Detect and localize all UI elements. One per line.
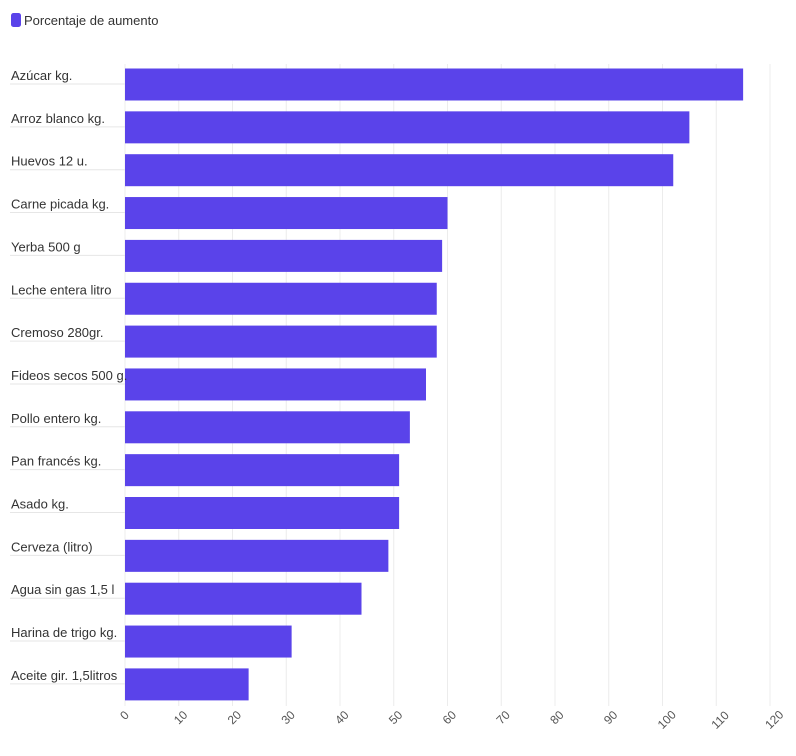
x-tick-label: 70 (493, 708, 513, 728)
bar[interactable] (125, 282, 437, 315)
bar[interactable] (125, 154, 674, 187)
x-tick-label: 120 (762, 707, 786, 731)
category-label: Aceite gir. 1,5litros (11, 668, 118, 683)
category-label: Cerveza (litro) (11, 539, 93, 554)
x-tick-label: 10 (171, 708, 191, 728)
x-tick-label: 60 (440, 708, 460, 728)
category-label: Fideos secos 500 g. (11, 368, 127, 383)
category-label: Cremoso 280gr. (11, 325, 104, 340)
x-tick-label: 40 (332, 708, 352, 728)
legend-label: Porcentaje de aumento (24, 13, 158, 28)
bar[interactable] (125, 539, 389, 572)
x-tick-label: 80 (547, 708, 567, 728)
bar[interactable] (125, 68, 744, 101)
category-label: Harina de trigo kg. (11, 625, 117, 640)
bar[interactable] (125, 497, 400, 529)
bar[interactable] (125, 239, 443, 272)
x-tick-label: 20 (225, 708, 245, 728)
bar[interactable] (125, 454, 400, 487)
row-separators (10, 83, 125, 685)
category-labels: Azúcar kg. Arroz blanco kg. Huevos 12 u. Ca… (11, 68, 127, 683)
category-label: Yerba 500 g (11, 239, 81, 254)
bar[interactable] (125, 668, 249, 701)
x-tick-label: 100 (655, 707, 679, 731)
category-label: Agua sin gas 1,5 l (11, 582, 114, 597)
category-label: Pan francés kg. (11, 454, 101, 469)
bar[interactable] (125, 411, 410, 444)
x-tick-label: 0 (117, 708, 132, 723)
category-label: Arroz blanco kg. (11, 111, 105, 126)
category-label: Huevos 12 u. (11, 154, 88, 169)
category-label: Carne picada kg. (11, 197, 109, 212)
x-tick-label: 30 (278, 708, 298, 728)
x-tick-label: 50 (386, 708, 406, 728)
bar[interactable] (125, 197, 448, 230)
category-label: Asado kg. (11, 497, 69, 512)
x-tick-label: 90 (601, 708, 621, 728)
bar[interactable] (125, 325, 437, 358)
x-tick-label: 110 (708, 708, 732, 732)
bar[interactable] (125, 582, 362, 615)
x-axis-ticks: 0 10 20 30 40 50 60 70 80 90 100 110 120 (117, 707, 786, 731)
category-label: Pollo entero kg. (11, 411, 101, 426)
category-label: Leche entera litro (11, 282, 111, 297)
legend: Porcentaje de aumento (11, 13, 158, 28)
bars (125, 68, 744, 701)
bar[interactable] (125, 368, 426, 401)
category-label: Azúcar kg. (11, 68, 72, 83)
legend-swatch (11, 13, 21, 27)
bar[interactable] (125, 111, 690, 144)
bar[interactable] (125, 625, 292, 658)
